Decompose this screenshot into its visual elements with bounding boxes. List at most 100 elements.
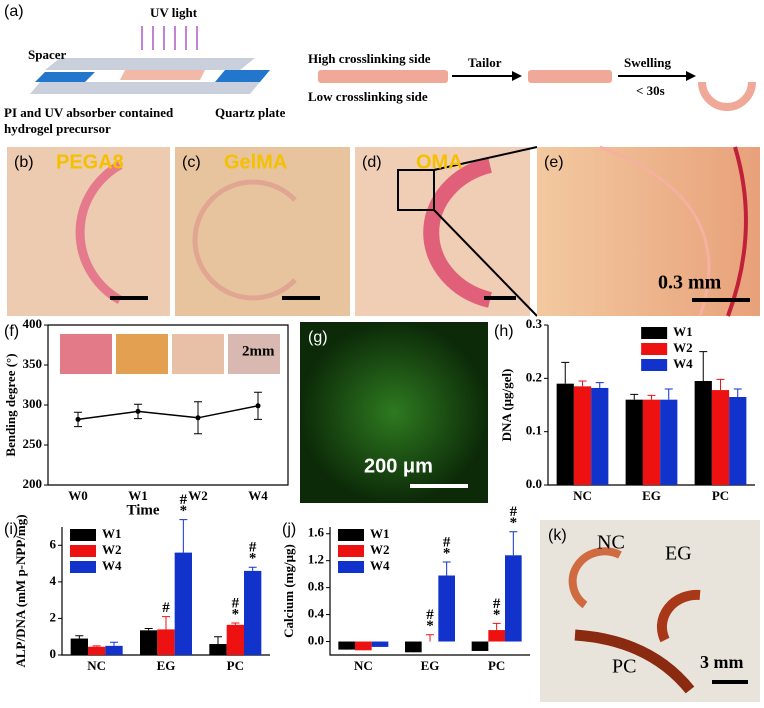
- zoom-line: [433, 146, 538, 171]
- panel-label: (j): [282, 521, 296, 538]
- curved-strip: [698, 81, 756, 111]
- bar: [88, 646, 106, 655]
- photo: [175, 147, 350, 316]
- error-bar: [699, 351, 708, 381]
- error-bar: [664, 388, 673, 400]
- legend-label: W4: [102, 558, 122, 573]
- bar: [105, 645, 123, 655]
- panel-label: (b): [14, 154, 34, 171]
- schematic-text: UV light: [150, 5, 198, 20]
- error-bar: [442, 561, 451, 576]
- photo: [540, 520, 760, 702]
- error-bar: [214, 636, 222, 645]
- hydrogel: [568, 547, 622, 609]
- legend-label: W1: [370, 526, 390, 541]
- error-bar: [74, 411, 82, 428]
- arrow-head: [512, 71, 522, 81]
- schematic-text: Swelling: [624, 55, 671, 70]
- schematic-text: PI and UV absorber contained: [4, 105, 174, 120]
- bar: [573, 386, 592, 485]
- error-bar: [110, 641, 118, 646]
- error-bar: [162, 616, 170, 630]
- point: [135, 408, 141, 414]
- legend-label: W4: [673, 356, 693, 371]
- significance: #: [493, 596, 501, 612]
- x-tick-label: NC: [354, 658, 373, 673]
- error-bar: [595, 382, 604, 388]
- scale-label: 3 mm: [700, 652, 744, 672]
- y-axis-label: Calcium (mg/μg): [281, 544, 296, 638]
- legend-label: W2: [102, 542, 122, 557]
- bar: [157, 629, 175, 655]
- y-tick-label: 0.1: [526, 423, 542, 438]
- strip: [528, 70, 612, 83]
- inset-photo: [172, 334, 224, 374]
- y-axis-label: ALP/DNA (mM p-NPP/mg): [13, 514, 28, 667]
- bar: [338, 641, 355, 650]
- error-bar: [716, 378, 725, 391]
- x-tick-label: PC: [488, 658, 505, 673]
- legend-swatch: [641, 327, 668, 339]
- panel-label: (i): [4, 521, 18, 538]
- schematic-text: Spacer: [28, 47, 67, 62]
- error-bar: [426, 634, 434, 642]
- significance: *: [510, 515, 518, 531]
- bar: [711, 390, 730, 485]
- y-tick-label: 0.2: [526, 369, 542, 384]
- axis: [329, 527, 530, 656]
- quartz-top: [45, 58, 255, 70]
- panel-label: (e): [544, 154, 564, 171]
- panel-label: (g): [308, 329, 328, 346]
- x-tick-label: W0: [68, 488, 88, 503]
- panel-label: (k): [548, 527, 567, 544]
- x-tick-label: EG: [157, 658, 176, 673]
- bar: [471, 641, 489, 651]
- bar: [209, 644, 227, 655]
- bar: [174, 552, 192, 655]
- spacer: [215, 70, 270, 82]
- x-tick-label: EG: [642, 488, 661, 503]
- y-tick-label: 6: [50, 536, 57, 551]
- bar: [140, 630, 158, 655]
- x-tick-label: NC: [87, 658, 106, 673]
- point: [195, 415, 201, 421]
- y-axis-label: DNA (μg/gel): [499, 369, 514, 442]
- significance: #: [426, 607, 434, 623]
- x-axis-label: Time: [126, 502, 159, 518]
- significance: *: [180, 503, 188, 519]
- zoom-line: [433, 209, 538, 317]
- inset-photo: [228, 334, 280, 374]
- panel-label: (f): [4, 323, 19, 340]
- bar: [244, 570, 262, 655]
- error-bar: [254, 391, 262, 420]
- legend-swatch: [338, 529, 364, 541]
- legend-label: W1: [102, 526, 122, 541]
- strip: [318, 70, 448, 83]
- legend-swatch: [70, 529, 96, 541]
- bar: [70, 638, 88, 655]
- y-axis-label: Bending degree (°): [3, 353, 18, 456]
- bar: [556, 383, 574, 485]
- zoom-box: [397, 169, 435, 211]
- legend-label: W2: [370, 542, 390, 557]
- y-tick-label: 0.4: [308, 606, 325, 621]
- schematic-text: hydrogel precursor: [4, 121, 111, 136]
- schematic-text: Low crosslinking side: [308, 89, 428, 104]
- y-tick-label: 0.3: [526, 316, 543, 331]
- schematic-text: Tailor: [468, 55, 502, 70]
- error-bar: [231, 622, 240, 625]
- schematic-text: Quartz plate: [215, 105, 286, 120]
- hydrogel: [656, 589, 701, 643]
- photo-label: GelMA: [224, 151, 287, 173]
- y-tick-label: 350: [23, 356, 43, 371]
- error-bar: [647, 394, 656, 400]
- x-tick-label: W1: [128, 488, 148, 503]
- significance: #: [162, 600, 170, 616]
- precursor: [120, 70, 205, 80]
- schematic-text: High crosslinking side: [308, 51, 431, 66]
- significance: *: [232, 606, 240, 622]
- error-bar: [144, 627, 153, 631]
- bar: [694, 381, 712, 485]
- error-bar: [492, 622, 501, 631]
- bar: [226, 624, 244, 655]
